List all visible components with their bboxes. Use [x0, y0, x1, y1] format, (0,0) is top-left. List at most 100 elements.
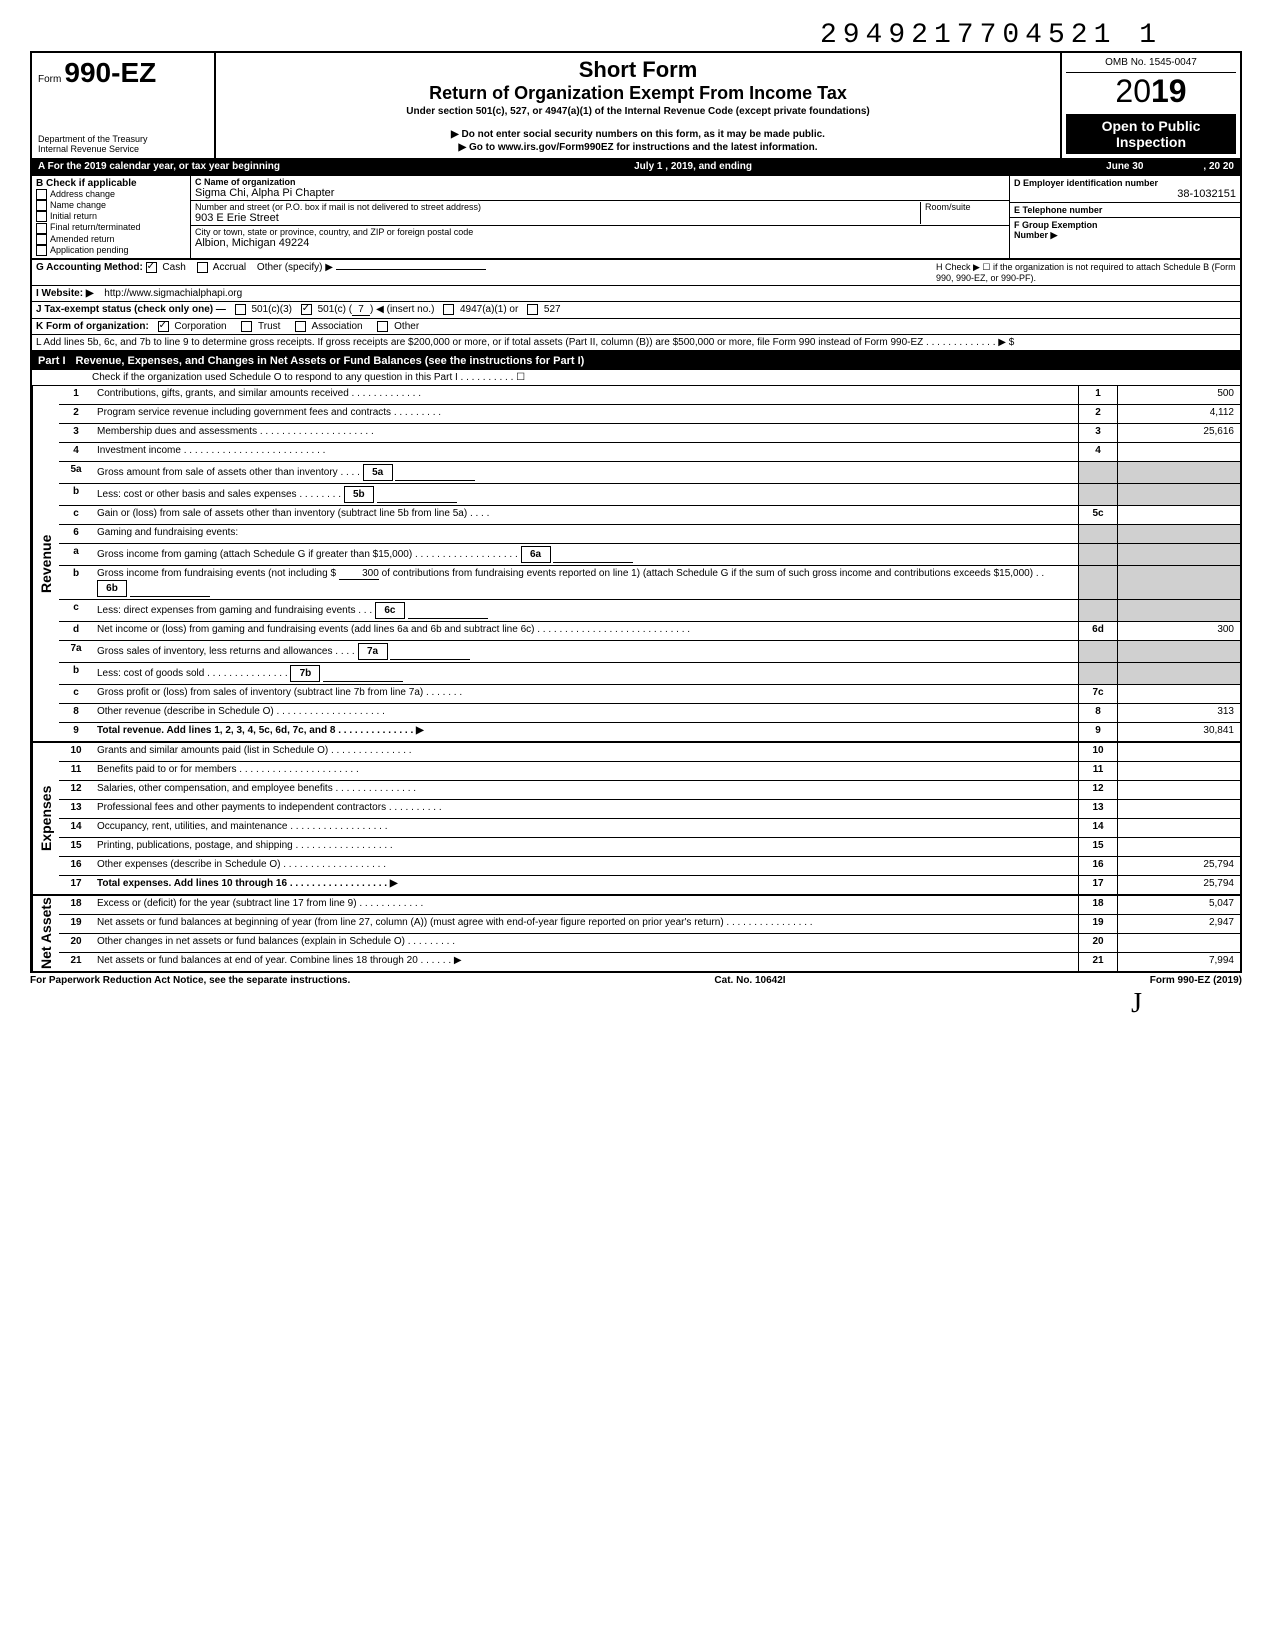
cb-corp[interactable] [158, 321, 169, 332]
n8: 8 [59, 704, 93, 722]
v17: 25,794 [1117, 876, 1240, 894]
insert-no[interactable]: 7 [352, 304, 370, 316]
expenses-label: Expenses [32, 743, 59, 894]
d19: Net assets or fund balances at beginning… [93, 915, 1078, 933]
k-label: K Form of organization: [36, 321, 149, 332]
cb-527[interactable] [527, 304, 538, 315]
n5a: 5a [59, 462, 93, 483]
v9: 30,841 [1117, 723, 1240, 741]
org-city: Albion, Michigan 49224 [195, 237, 1005, 249]
dept-label: Department of the Treasury Internal Reve… [38, 134, 208, 154]
filing-id: 2949217704521 1 [30, 20, 1242, 51]
d9: Total revenue. Add lines 1, 2, 3, 4, 5c,… [93, 723, 1078, 741]
j-o2: 501(c) ( [318, 304, 352, 315]
line-l: L Add lines 5b, 6c, and 7b to line 9 to … [30, 335, 1242, 352]
cash-label: Cash [162, 262, 185, 273]
cb-name[interactable] [36, 200, 47, 211]
cb-pending[interactable] [36, 245, 47, 256]
cb-4947[interactable] [443, 304, 454, 315]
b18: 18 [1078, 896, 1117, 914]
line-i: I Website: ▶ http://www.sigmachialphapi.… [30, 286, 1242, 302]
n16: 16 [59, 857, 93, 875]
d6b: Gross income from fundraising events (no… [93, 566, 1078, 599]
d18: Excess or (deficit) for the year (subtra… [93, 896, 1078, 914]
v12 [1117, 781, 1240, 799]
cb-amended[interactable] [36, 234, 47, 245]
footer: For Paperwork Reduction Act Notice, see … [30, 973, 1242, 988]
d6: Gaming and fundraising events: [93, 525, 1078, 543]
b10: 10 [1078, 743, 1117, 761]
n7a: 7a [59, 641, 93, 662]
cb-assoc[interactable] [295, 321, 306, 332]
info-block: B Check if applicable Address change Nam… [30, 175, 1242, 260]
b21: 21 [1078, 953, 1117, 971]
d14: Occupancy, rent, utilities, and maintena… [93, 819, 1078, 837]
revenue-label: Revenue [32, 386, 59, 741]
d12: Salaries, other compensation, and employ… [93, 781, 1078, 799]
website: http://www.sigmachialphapi.org [104, 288, 242, 299]
other-input[interactable] [336, 269, 486, 270]
cb-other[interactable] [377, 321, 388, 332]
n13: 13 [59, 800, 93, 818]
room-label: Room/suite [925, 202, 1005, 212]
period-mid: , 2019, and ending [665, 161, 752, 172]
line-g-h: G Accounting Method: Cash Accrual Other … [30, 260, 1242, 286]
v8: 313 [1117, 704, 1240, 722]
v1: 500 [1117, 386, 1240, 404]
v4 [1117, 443, 1240, 461]
n3: 3 [59, 424, 93, 442]
part1-header: Part I Revenue, Expenses, and Changes in… [30, 352, 1242, 370]
b5c: 5c [1078, 506, 1117, 524]
accrual-label: Accrual [213, 262, 246, 273]
n6c: c [59, 600, 93, 621]
g-label: G Accounting Method: [36, 262, 143, 273]
cb-initial[interactable] [36, 211, 47, 222]
n5c: c [59, 506, 93, 524]
cb-name-label: Name change [50, 200, 106, 210]
v11 [1117, 762, 1240, 780]
n7b: b [59, 663, 93, 684]
b12: 12 [1078, 781, 1117, 799]
cb-501c3[interactable] [235, 304, 246, 315]
j-o3: 4947(a)(1) or [460, 304, 518, 315]
v10 [1117, 743, 1240, 761]
n6a: a [59, 544, 93, 565]
n20: 20 [59, 934, 93, 952]
d7a: Gross sales of inventory, less returns a… [93, 641, 1078, 662]
cb-cash[interactable] [146, 262, 157, 273]
d15: Printing, publications, postage, and shi… [93, 838, 1078, 856]
part1-desc: Revenue, Expenses, and Changes in Net As… [76, 355, 1234, 367]
cb-final[interactable] [36, 223, 47, 234]
subtitle: Under section 501(c), 527, or 4947(a)(1)… [226, 106, 1050, 117]
line-j: J Tax-exempt status (check only one) — 5… [30, 302, 1242, 319]
cb-trust[interactable] [241, 321, 252, 332]
b9: 9 [1078, 723, 1117, 741]
d17: Total expenses. Add lines 10 through 16 … [93, 876, 1078, 894]
d4: Investment income . . . . . . . . . . . … [93, 443, 1078, 461]
cb-pending-label: Application pending [50, 245, 129, 255]
v19: 2,947 [1117, 915, 1240, 933]
v6d: 300 [1117, 622, 1240, 640]
cb-accrual[interactable] [197, 262, 208, 273]
d20: Other changes in net assets or fund bala… [93, 934, 1078, 952]
l-text: L Add lines 5b, 6c, and 7b to line 9 to … [32, 335, 1240, 350]
n15: 15 [59, 838, 93, 856]
b4: 4 [1078, 443, 1117, 461]
n10: 10 [59, 743, 93, 761]
c-label: C Name of organization [195, 177, 1005, 187]
b5a [1078, 462, 1117, 483]
n2: 2 [59, 405, 93, 423]
n11: 11 [59, 762, 93, 780]
warning-2: ▶ Go to www.irs.gov/Form990EZ for instru… [226, 142, 1050, 153]
part1-check-text: Check if the organization used Schedule … [32, 370, 1240, 385]
form-header: Form 990-EZ Department of the Treasury I… [30, 51, 1242, 158]
k-assoc: Association [311, 321, 362, 332]
cb-501c[interactable] [301, 304, 312, 315]
period-row: A For the 2019 calendar year, or tax yea… [30, 158, 1242, 175]
cb-final-label: Final return/terminated [50, 222, 141, 232]
k-other: Other [394, 321, 419, 332]
d5b: Less: cost or other basis and sales expe… [93, 484, 1078, 505]
b20: 20 [1078, 934, 1117, 952]
cb-address[interactable] [36, 189, 47, 200]
b2: 2 [1078, 405, 1117, 423]
